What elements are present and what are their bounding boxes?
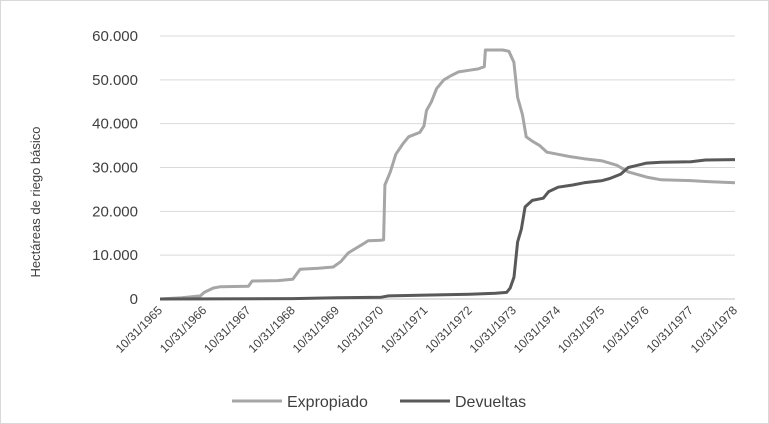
gridlines (160, 35, 735, 256)
y-axis-ticks: 0 10.000 20.000 30.000 40.000 50.000 60.000 (92, 28, 138, 308)
legend: Expropiado Devueltas (232, 394, 526, 411)
y-tick-label: 20.000 (92, 203, 138, 220)
y-tick-label: 60.000 (92, 28, 138, 45)
y-tick-label: 40.000 (92, 116, 138, 133)
y-tick-label: 0 (130, 291, 138, 308)
y-axis-label: Hectáreas de riego básico (28, 126, 43, 277)
series-lines (159, 48, 736, 301)
legend-label: Expropiado (287, 394, 368, 411)
y-tick-label: 30.000 (92, 160, 138, 177)
series-line-expropiado (159, 48, 736, 301)
series-line-devueltas (159, 158, 736, 301)
y-tick-label: 50.000 (92, 72, 138, 89)
legend-label: Devueltas (455, 394, 526, 411)
y-tick-label: 10.000 (92, 247, 138, 264)
